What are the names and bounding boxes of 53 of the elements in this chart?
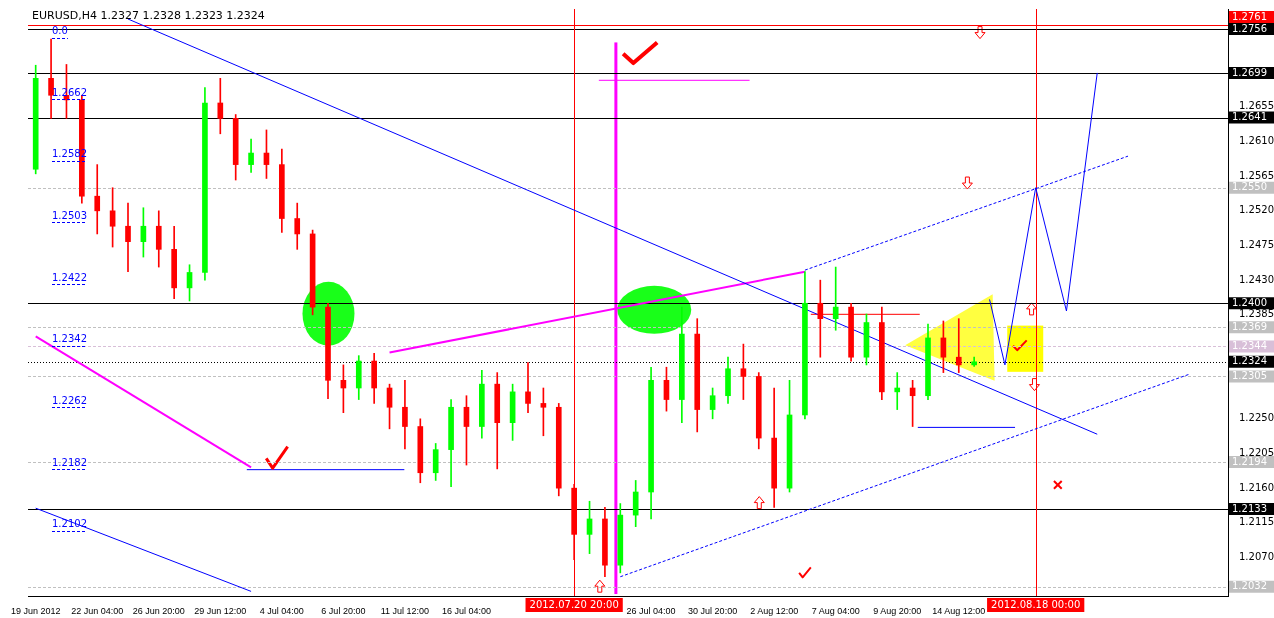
annotation: 1.2503: [52, 210, 87, 222]
annotation: 1.2182: [52, 456, 87, 468]
y-tick-label: 1.2520: [1239, 204, 1274, 216]
candlestick: [48, 38, 54, 119]
ref-line-label: 1.2305: [1232, 370, 1267, 382]
ref-line-label: 1.2699: [1232, 66, 1267, 78]
x-tick-label: 19 Jun 2012: [10, 605, 61, 616]
ref-line-label: 1.2344: [1232, 340, 1267, 351]
x-tick-label: 26 Jun 20:00: [132, 605, 185, 616]
x-tick-label: 16 Jul 04:00: [441, 605, 491, 616]
ref-line-label: 1.2369: [1232, 320, 1267, 332]
x-tick-label: 30 Jul 20:00: [688, 605, 738, 616]
annotation: 1.2342: [52, 333, 87, 345]
x-tick-label: 4 Jul 04:00: [259, 605, 304, 616]
ref-line-label: 1.2641: [1232, 111, 1267, 123]
ref-line-label: 1.2761: [1232, 10, 1267, 22]
candlestick: [125, 202, 131, 273]
x-tick-label: 14 Aug 12:00: [932, 605, 986, 616]
annotation: 1.2422: [52, 271, 87, 283]
y-tick-label: 1.2115: [1239, 516, 1274, 528]
candlestick: [525, 362, 531, 413]
candlestick: [894, 372, 901, 410]
x-tick-label: 6 Jul 20:00: [321, 605, 366, 616]
x-tick-label: 2012.07.20 20:00: [529, 598, 619, 610]
ref-line-label: 1.2032: [1232, 580, 1267, 592]
y-tick-label: 1.2250: [1239, 412, 1274, 424]
y-tick-label: 1.2385: [1239, 308, 1274, 320]
x-tick-label: 26 Jul 04:00: [626, 605, 676, 616]
y-tick-label: 1.2565: [1239, 169, 1274, 181]
y-tick-label: 1.2430: [1239, 273, 1274, 285]
candlestick: [832, 266, 839, 331]
x-tick-label: 22 Jun 04:00: [71, 605, 124, 616]
candlestick: [955, 318, 962, 373]
x-tick-label: 2012.08.18 00:00: [991, 598, 1081, 610]
x-tick-label: 9 Aug 20:00: [873, 605, 922, 616]
y-tick-label: 1.2655: [1239, 100, 1274, 112]
y-tick-label: 1.2610: [1239, 135, 1274, 147]
ref-line-label: 1.2550: [1232, 181, 1267, 193]
annotation: 1.2262: [52, 395, 87, 407]
y-tick-label: 1.2160: [1239, 481, 1274, 493]
x-tick-label: 11 Jul 12:00: [380, 605, 430, 616]
candlestick: [817, 279, 824, 358]
ref-line-label: 1.2756: [1232, 22, 1267, 34]
y-tick-label: 1.2475: [1239, 239, 1274, 251]
candlestick: [94, 164, 101, 235]
ref-line-label: 1.2133: [1232, 502, 1267, 514]
x-tick-label: 7 Aug 04:00: [811, 605, 860, 616]
x-tick-label: 29 Jun 12:00: [194, 605, 247, 616]
x-tick-label: 2 Aug 12:00: [750, 605, 799, 616]
y-tick-label: 1.2070: [1239, 551, 1274, 563]
ref-line-label: 1.2324: [1232, 355, 1267, 367]
ref-line-label: 1.2400: [1232, 296, 1267, 308]
chart-title: EURUSD,H4 1.2327 1.2328 1.2323 1.2324: [32, 9, 265, 23]
